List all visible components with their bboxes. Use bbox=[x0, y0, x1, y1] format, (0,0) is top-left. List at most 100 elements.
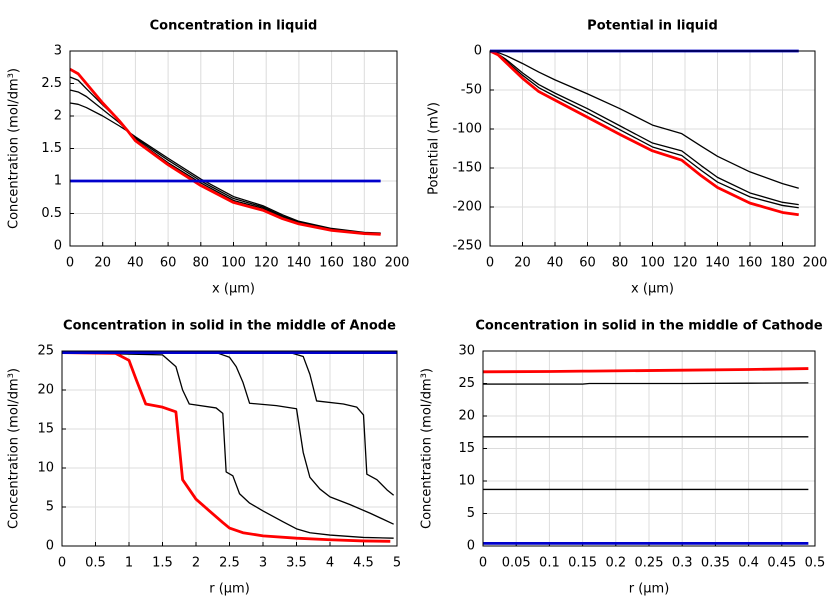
x-tick-label: 20 bbox=[94, 256, 111, 271]
x-tick-label: 0 bbox=[58, 556, 66, 571]
y-tick-label: 25 bbox=[37, 344, 54, 359]
y-tick-label: 0 bbox=[54, 239, 62, 254]
x-axis-label: x (µm) bbox=[212, 282, 255, 297]
x-tick-label: 180 bbox=[352, 256, 377, 271]
y-tick-label: -100 bbox=[452, 122, 482, 137]
series-line bbox=[69, 76, 381, 235]
subplot-title: Concentration in solid in the middle of … bbox=[475, 319, 823, 334]
x-tick-label: 200 bbox=[803, 256, 828, 271]
x-tick-label: 80 bbox=[193, 256, 210, 271]
y-axis-label: Potential (mV) bbox=[427, 102, 442, 195]
x-tick-label: 200 bbox=[385, 256, 410, 271]
y-tick-label: 5 bbox=[46, 500, 54, 515]
x-tick-label: 5 bbox=[393, 556, 401, 571]
x-tick-label: 60 bbox=[579, 256, 596, 271]
x-tick-label: 20 bbox=[514, 256, 531, 271]
y-tick-label: -200 bbox=[452, 200, 482, 215]
x-tick-label: 1.5 bbox=[152, 556, 173, 571]
series-line bbox=[483, 382, 809, 385]
x-tick-label: 4.5 bbox=[353, 556, 374, 571]
subplot: Potential in liquid 0 20 40 60 80 100 120 140 160… bbox=[427, 19, 828, 297]
x-tick-label: 3.5 bbox=[286, 556, 307, 571]
series-line bbox=[62, 351, 395, 496]
y-tick-label: 1.5 bbox=[41, 141, 62, 156]
series-line bbox=[489, 50, 799, 206]
y-tick-label: 20 bbox=[458, 409, 475, 424]
plot-frame bbox=[61, 350, 398, 547]
x-tick-label: 140 bbox=[286, 256, 311, 271]
x-tick-label: 0.25 bbox=[635, 556, 664, 571]
y-tick-label: -150 bbox=[452, 161, 482, 176]
y-tick-label: 0 bbox=[467, 539, 475, 554]
y-tick-label: 10 bbox=[37, 461, 54, 476]
x-axis-label: x (µm) bbox=[631, 282, 674, 297]
x-tick-label: 100 bbox=[221, 256, 246, 271]
x-tick-label: 0 bbox=[486, 256, 494, 271]
series-line bbox=[62, 351, 394, 525]
series-line bbox=[69, 67, 381, 236]
plot-frame bbox=[489, 50, 816, 247]
y-tick-label: 3 bbox=[54, 44, 62, 59]
y-tick-label: 25 bbox=[458, 376, 475, 391]
x-tick-label: 0 bbox=[66, 256, 74, 271]
x-tick-label: 0.1 bbox=[539, 556, 560, 571]
series-line bbox=[69, 89, 381, 235]
series-line bbox=[61, 351, 391, 543]
series-line bbox=[489, 50, 799, 189]
series-line bbox=[489, 49, 799, 217]
x-tick-label: 0.4 bbox=[738, 556, 759, 571]
x-axis-label: r (µm) bbox=[629, 582, 670, 597]
x-tick-label: 60 bbox=[160, 256, 177, 271]
y-tick-label: 15 bbox=[458, 441, 475, 456]
x-tick-label: 0.45 bbox=[767, 556, 796, 571]
x-tick-label: 140 bbox=[705, 256, 730, 271]
y-tick-label: 30 bbox=[458, 344, 475, 359]
series-line bbox=[61, 351, 394, 539]
x-axis-label: r (µm) bbox=[209, 582, 250, 597]
y-tick-label: 0 bbox=[474, 44, 482, 59]
x-tick-label: 40 bbox=[547, 256, 564, 271]
y-tick-label: -50 bbox=[461, 83, 482, 98]
x-tick-label: 1 bbox=[125, 556, 133, 571]
x-tick-label: 120 bbox=[673, 256, 698, 271]
y-axis-label: Concentration (mol/dm³) bbox=[420, 368, 435, 529]
y-axis-label: Concentration (mol/dm³) bbox=[7, 368, 22, 529]
y-tick-label: 10 bbox=[458, 474, 475, 489]
x-tick-label: 4 bbox=[326, 556, 334, 571]
x-tick-label: 0.35 bbox=[701, 556, 730, 571]
subplot-title: Concentration in solid in the middle of … bbox=[63, 319, 396, 334]
x-tick-label: 0.5 bbox=[85, 556, 106, 571]
x-tick-label: 160 bbox=[738, 256, 763, 271]
series-line bbox=[482, 367, 809, 374]
subplot: Concentration in solid in the middle of … bbox=[420, 319, 826, 597]
subplot-title: Concentration in liquid bbox=[150, 19, 318, 34]
y-tick-label: 2 bbox=[54, 109, 62, 124]
x-tick-label: 180 bbox=[770, 256, 795, 271]
y-tick-label: 0 bbox=[46, 539, 54, 554]
x-tick-label: 0 bbox=[479, 556, 487, 571]
y-axis-label: Concentration (mol/dm³) bbox=[7, 68, 22, 229]
x-tick-label: 0.3 bbox=[672, 556, 693, 571]
x-tick-label: 0.5 bbox=[805, 556, 826, 571]
y-tick-label: -250 bbox=[452, 239, 482, 254]
x-tick-label: 100 bbox=[640, 256, 665, 271]
x-tick-label: 120 bbox=[254, 256, 279, 271]
plot-frame bbox=[69, 50, 398, 247]
x-tick-label: 0.15 bbox=[568, 556, 597, 571]
subplot-title: Potential in liquid bbox=[587, 19, 718, 34]
y-tick-label: 0.5 bbox=[41, 206, 62, 221]
plot-frame bbox=[482, 350, 816, 547]
x-tick-label: 0.05 bbox=[502, 556, 531, 571]
x-tick-label: 160 bbox=[319, 256, 344, 271]
subplot: Concentration in solid in the middle of … bbox=[7, 319, 402, 597]
x-tick-label: 80 bbox=[612, 256, 629, 271]
y-tick-label: 2.5 bbox=[41, 76, 62, 91]
y-tick-label: 15 bbox=[37, 422, 54, 437]
y-tick-label: 5 bbox=[467, 506, 475, 521]
series-line bbox=[489, 50, 799, 209]
y-tick-label: 20 bbox=[37, 383, 54, 398]
x-tick-label: 40 bbox=[127, 256, 144, 271]
x-tick-label: 2.5 bbox=[219, 556, 240, 571]
